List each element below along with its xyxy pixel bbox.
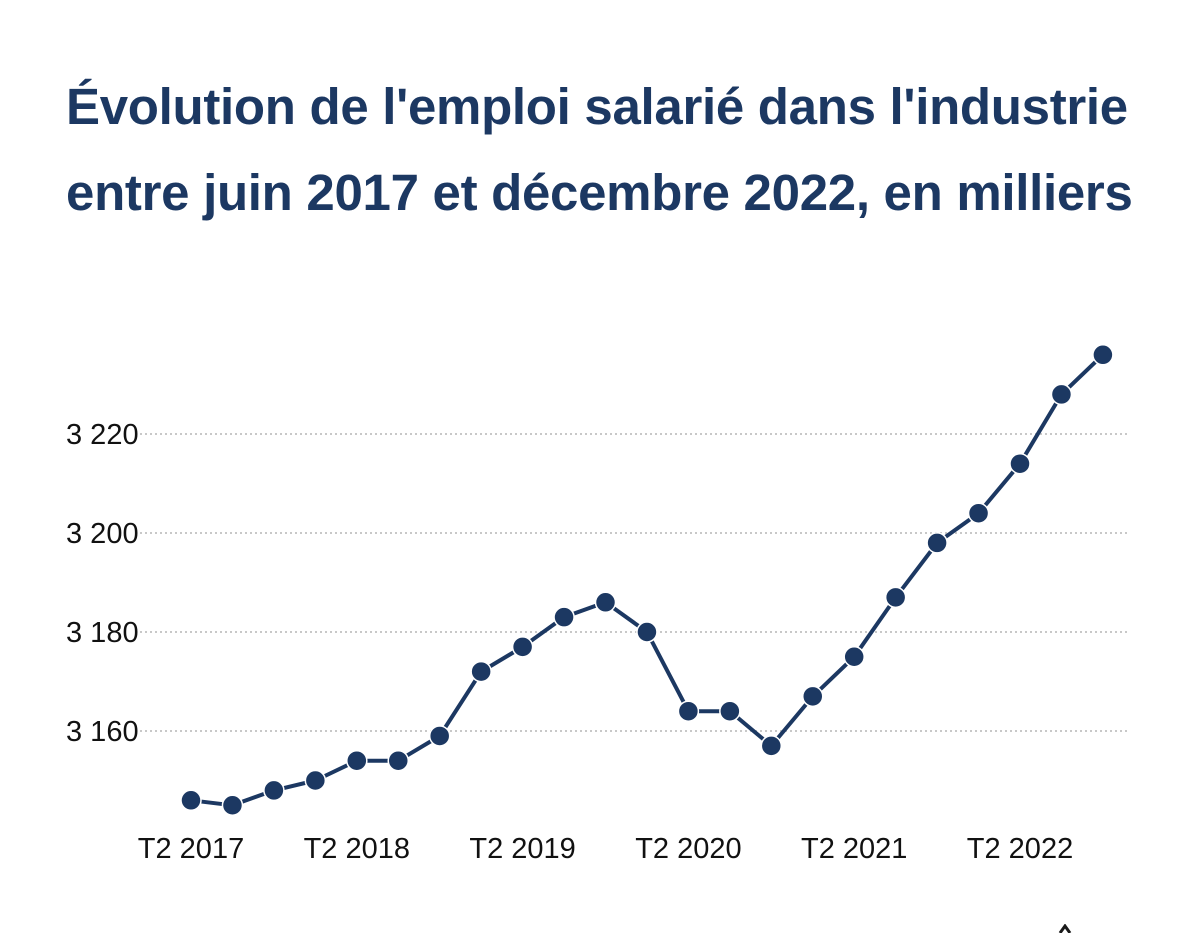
data-point [843,646,865,668]
data-point [304,769,327,792]
y-tick-label: 3 220 [66,419,139,451]
x-tick-label: T2 2021 [801,833,907,865]
arrow-icon [1058,924,1072,933]
series-points [180,344,1114,816]
x-axis-ticks: T2 2017 T2 2018 T2 2019 T2 2020 T2 2021 T2 20… [138,833,1073,865]
y-axis-ticks: 3 160 3 180 3 200 3 220 [66,419,139,748]
series-line [189,352,1105,808]
data-point [346,749,368,772]
x-tick-label: T2 2022 [967,833,1073,865]
data-point [263,779,285,802]
data-point [1009,452,1031,475]
data-point [470,660,492,683]
y-tick-label: 3 160 [66,716,139,748]
data-point [719,700,741,722]
data-point [387,749,409,772]
y-tick-label: 3 180 [66,617,139,649]
data-point [802,685,824,708]
data-point [1092,344,1114,366]
series-line-layer [189,352,1105,808]
x-tick-label: T2 2019 [469,833,575,865]
y-tick-label: 3 200 [66,518,139,550]
data-point [221,794,244,816]
data-point [553,606,575,628]
data-point [428,725,451,747]
data-point [760,735,783,757]
data-point [180,789,202,812]
data-point [511,636,534,658]
data-point [636,621,658,643]
gridlines [140,433,1130,732]
data-point [594,591,617,614]
chart-title: Évolution de l'emploi salarié dans l'ind… [66,78,1133,221]
x-tick-label: T2 2017 [138,833,244,865]
data-point [677,700,700,722]
data-point [1050,383,1073,406]
data-point [967,502,990,524]
x-tick-label: T2 2018 [304,833,410,865]
data-point [926,532,948,554]
data-point [884,586,907,609]
x-tick-label: T2 2020 [635,833,741,865]
